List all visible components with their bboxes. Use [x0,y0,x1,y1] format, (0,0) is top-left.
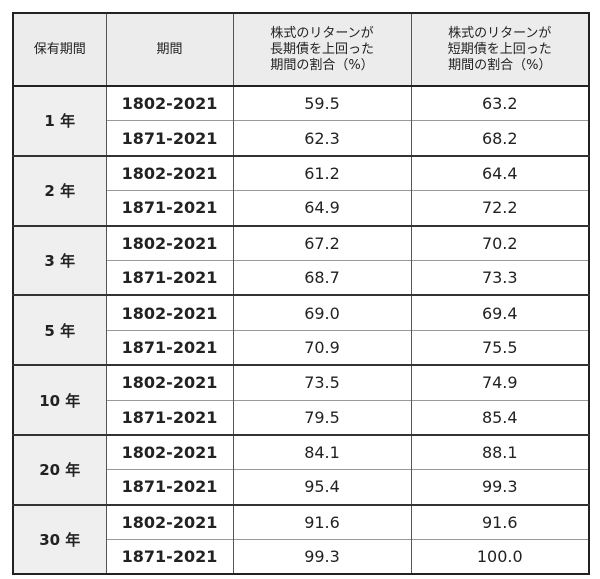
value-cell: 59.5 [232,85,412,121]
value-cell: 68.7 [232,259,412,296]
value-cell: 70.9 [232,329,412,366]
value-cell: 69.0 [232,294,412,331]
value-cell: 79.5 [232,399,412,435]
period-cell: 1802-2021 [105,154,234,191]
header-line: 株式のリターンが [448,25,552,41]
period-cell: 1802-2021 [105,503,234,540]
holding-period: 10 年 [12,364,107,435]
header-cell: 期間 [105,12,234,87]
value-cell: 91.6 [232,503,412,540]
period-cell: 1871-2021 [105,120,234,156]
period-cell: 1802-2021 [105,364,234,401]
value-cell: 64.4 [410,154,590,191]
value-cell: 99.3 [410,469,590,505]
table-row: 3 年 1802-2021 67.2 70.2 [12,224,590,296]
holding-period: 2 年 [12,154,107,226]
holding-period: 30 年 [12,503,107,575]
value-cell: 67.2 [232,224,412,261]
header-line: 短期債を上回った [447,41,552,57]
table-row: 1 年 1802-2021 59.5 63.2 [12,85,590,156]
table-row: 1871-2021 95.4 99.3 [13,469,590,505]
value-cell: 91.6 [410,503,590,540]
table-row: 2 年 1802-2021 61.2 64.4 [12,154,590,226]
table-container: 保有期間 期間 株式のリターンが 長期債を上回った 期間の割合（%） 株式のリターンが 短期… [12,12,590,576]
period-cell: 1802-2021 [105,85,234,121]
header-cell: 株式のリターンが 長期債を上回った 期間の割合（%） [232,12,412,87]
value-cell: 88.1 [410,433,590,470]
table-row: 5 年 1802-2021 69.0 69.4 [12,294,590,366]
holding-period: 1 年 [12,85,107,156]
value-cell: 72.2 [410,190,590,226]
value-cell: 69.4 [410,294,590,331]
period-cell: 1871-2021 [105,469,234,505]
value-cell: 99.3 [232,539,412,575]
header-cell: 保有期間 [12,12,107,87]
table-body: 1 年 1802-2021 59.5 63.2 1871-2021 62.3 68.2 2 年… [12,85,590,575]
table-row: 1871-2021 68.7 73.3 [13,259,590,296]
period-cell: 1871-2021 [105,539,234,575]
table-row: 1871-2021 62.3 68.2 [13,120,590,156]
period-cell: 1802-2021 [105,294,234,331]
header-row: 保有期間 期間 株式のリターンが 長期債を上回った 期間の割合（%） 株式のリターンが 短期… [12,12,590,87]
table-row: 20 年 1802-2021 84.1 88.1 [12,433,590,505]
value-cell: 84.1 [232,433,412,470]
period-cell: 1871-2021 [105,259,234,296]
table-row: 30 年 1802-2021 91.6 91.6 [12,503,590,575]
value-cell: 70.2 [410,224,590,261]
period-cell: 1871-2021 [105,329,234,366]
value-cell: 68.2 [410,120,590,156]
period-cell: 1871-2021 [105,190,234,226]
value-cell: 63.2 [410,85,590,121]
value-cell: 64.9 [232,190,412,226]
value-cell: 74.9 [410,364,590,401]
header-line: 長期債を上回った [269,41,374,57]
holding-period: 20 年 [12,433,107,505]
table-row: 1871-2021 70.9 75.5 [13,329,590,366]
value-cell: 85.4 [410,399,590,435]
period-cell: 1802-2021 [105,433,234,470]
value-cell: 75.5 [410,329,590,366]
value-cell: 95.4 [232,469,412,505]
table-row: 1871-2021 79.5 85.4 [13,399,590,435]
value-cell: 73.5 [232,364,412,401]
value-cell: 100.0 [410,539,590,575]
period-cell: 1802-2021 [105,224,234,261]
value-cell: 73.3 [410,259,590,296]
header-cell: 株式のリターンが 短期債を上回った 期間の割合（%） [410,12,590,87]
period-cell: 1871-2021 [105,399,234,435]
header-line: 期間の割合（%） [448,57,552,73]
header-line: 期間の割合（%） [270,57,374,73]
holding-period: 5 年 [12,294,107,366]
value-cell: 61.2 [232,154,412,191]
header-line: 株式のリターンが [270,25,374,41]
table-row: 10 年 1802-2021 73.5 74.9 [12,364,590,435]
data-table: 保有期間 期間 株式のリターンが 長期債を上回った 期間の割合（%） 株式のリターンが 短期… [12,12,590,576]
table-row: 1871-2021 99.3 100.0 [13,539,590,575]
table-row: 1871-2021 64.9 72.2 [13,190,590,226]
holding-period: 3 年 [12,224,107,296]
value-cell: 62.3 [232,120,412,156]
